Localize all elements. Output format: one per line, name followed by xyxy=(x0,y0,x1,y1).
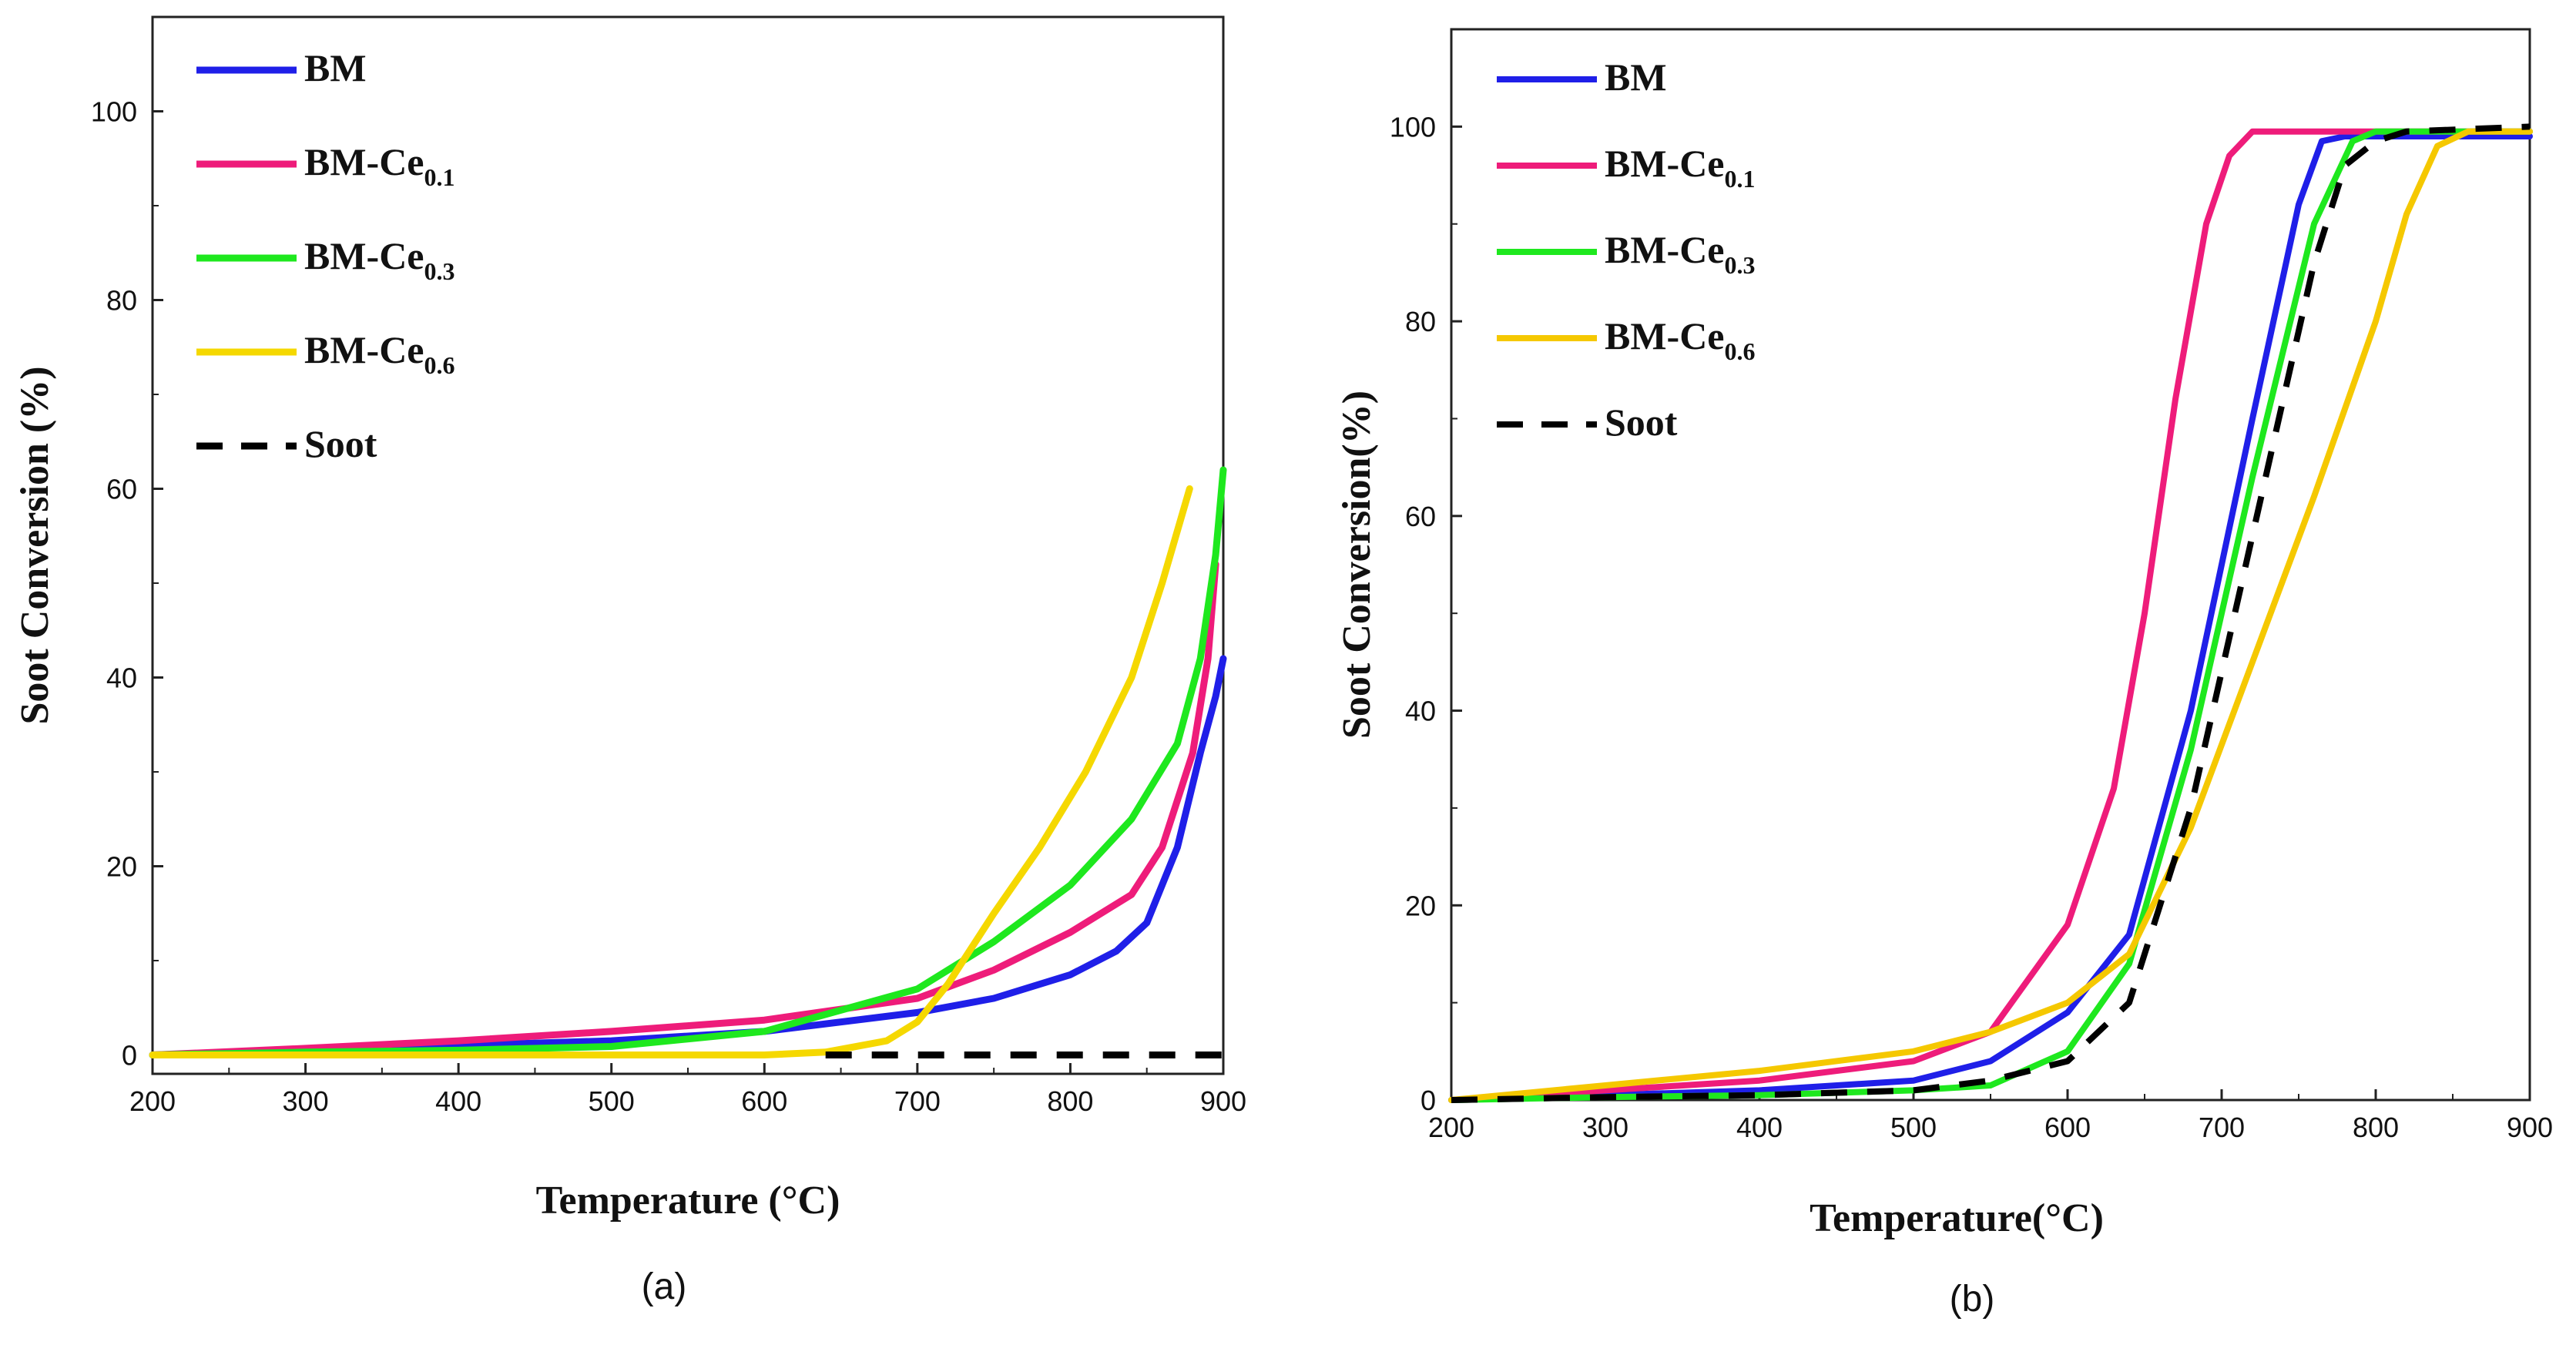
legend-label: BM-Ce0.1 xyxy=(304,140,455,191)
legend-label: Soot xyxy=(1605,401,1678,444)
y-tick-label: 20 xyxy=(106,851,137,883)
y-tick-label: 100 xyxy=(91,96,137,128)
x-tick-label: 400 xyxy=(1736,1112,1783,1143)
x-tick-label: 700 xyxy=(2199,1112,2245,1143)
x-tick-label: 200 xyxy=(1428,1112,1474,1143)
x-tick-label: 500 xyxy=(1890,1112,1937,1143)
y-tick-label: 100 xyxy=(1390,111,1436,143)
x-tick-label: 300 xyxy=(1582,1112,1628,1143)
series-line-bm-ce-0-6 xyxy=(1448,128,2533,1103)
series-line-bm-ce-0-1 xyxy=(149,561,1219,1058)
y-tick-label: 80 xyxy=(1405,306,1436,337)
x-tick-label: 900 xyxy=(1200,1085,1246,1117)
x-tick-label: 800 xyxy=(1047,1085,1093,1117)
x-axis-title-a: Temperature (°C) xyxy=(536,1179,840,1223)
series-line-bm-ce-0-3 xyxy=(1448,128,2533,1103)
series-line-bm-ce-0-1 xyxy=(1448,128,2533,1103)
y-tick-label: 0 xyxy=(1420,1085,1436,1116)
x-tick-label: 600 xyxy=(2044,1112,2091,1143)
x-tick-label: 800 xyxy=(2353,1112,2399,1143)
series-line-bm xyxy=(149,655,1227,1058)
legend-label: BM xyxy=(304,46,367,89)
series-line-bm-ce-0-3 xyxy=(149,466,1227,1058)
y-tick-label: 60 xyxy=(106,474,137,505)
series-group-b xyxy=(1448,123,2533,1103)
y-tick-label: 40 xyxy=(1405,696,1436,727)
x-tick-label: 600 xyxy=(741,1085,787,1117)
x-axis-title-b: Temperature(°C) xyxy=(1810,1196,2104,1240)
x-tick-label: 400 xyxy=(435,1085,481,1117)
y-axis-title-a: Soot Conversion (%) xyxy=(13,366,57,724)
x-tick-label: 300 xyxy=(283,1085,329,1117)
x-tick-label: 700 xyxy=(894,1085,941,1117)
series-line-soot xyxy=(1451,123,2531,1103)
series-group-a xyxy=(149,466,1227,1058)
x-tick-label: 900 xyxy=(2507,1112,2553,1143)
y-axis-title-b: Soot Conversion(%) xyxy=(1335,391,1379,739)
y-tick-label: 20 xyxy=(1405,890,1436,921)
series-line-bm-ce-0-6 xyxy=(149,485,1193,1058)
axis-ticks-b: 200 300 400 500 600 700 800 900 0 20 40 60 80 100 xyxy=(1390,111,2553,1143)
y-tick-label: 40 xyxy=(106,662,137,694)
y-tick-label: 0 xyxy=(122,1040,137,1072)
axis-ticks-a: 200 300 400 500 600 700 800 900 0 20 40 60 80 100 xyxy=(91,96,1246,1118)
x-tick-label: 200 xyxy=(129,1085,176,1117)
y-tick-label: 80 xyxy=(106,285,137,317)
panel-label-b: (b) xyxy=(1950,1279,1995,1320)
panel-label-a: (a) xyxy=(642,1266,687,1307)
series-line-bm xyxy=(1448,133,2533,1103)
legend-label: BM xyxy=(1605,55,1667,99)
y-tick-label: 60 xyxy=(1405,501,1436,532)
panel-a: 200 300 400 500 600 700 800 900 0 20 40 60 80 100 BM B… xyxy=(13,15,1246,1307)
legend-label: Soot xyxy=(304,422,377,465)
x-tick-label: 500 xyxy=(589,1085,635,1117)
